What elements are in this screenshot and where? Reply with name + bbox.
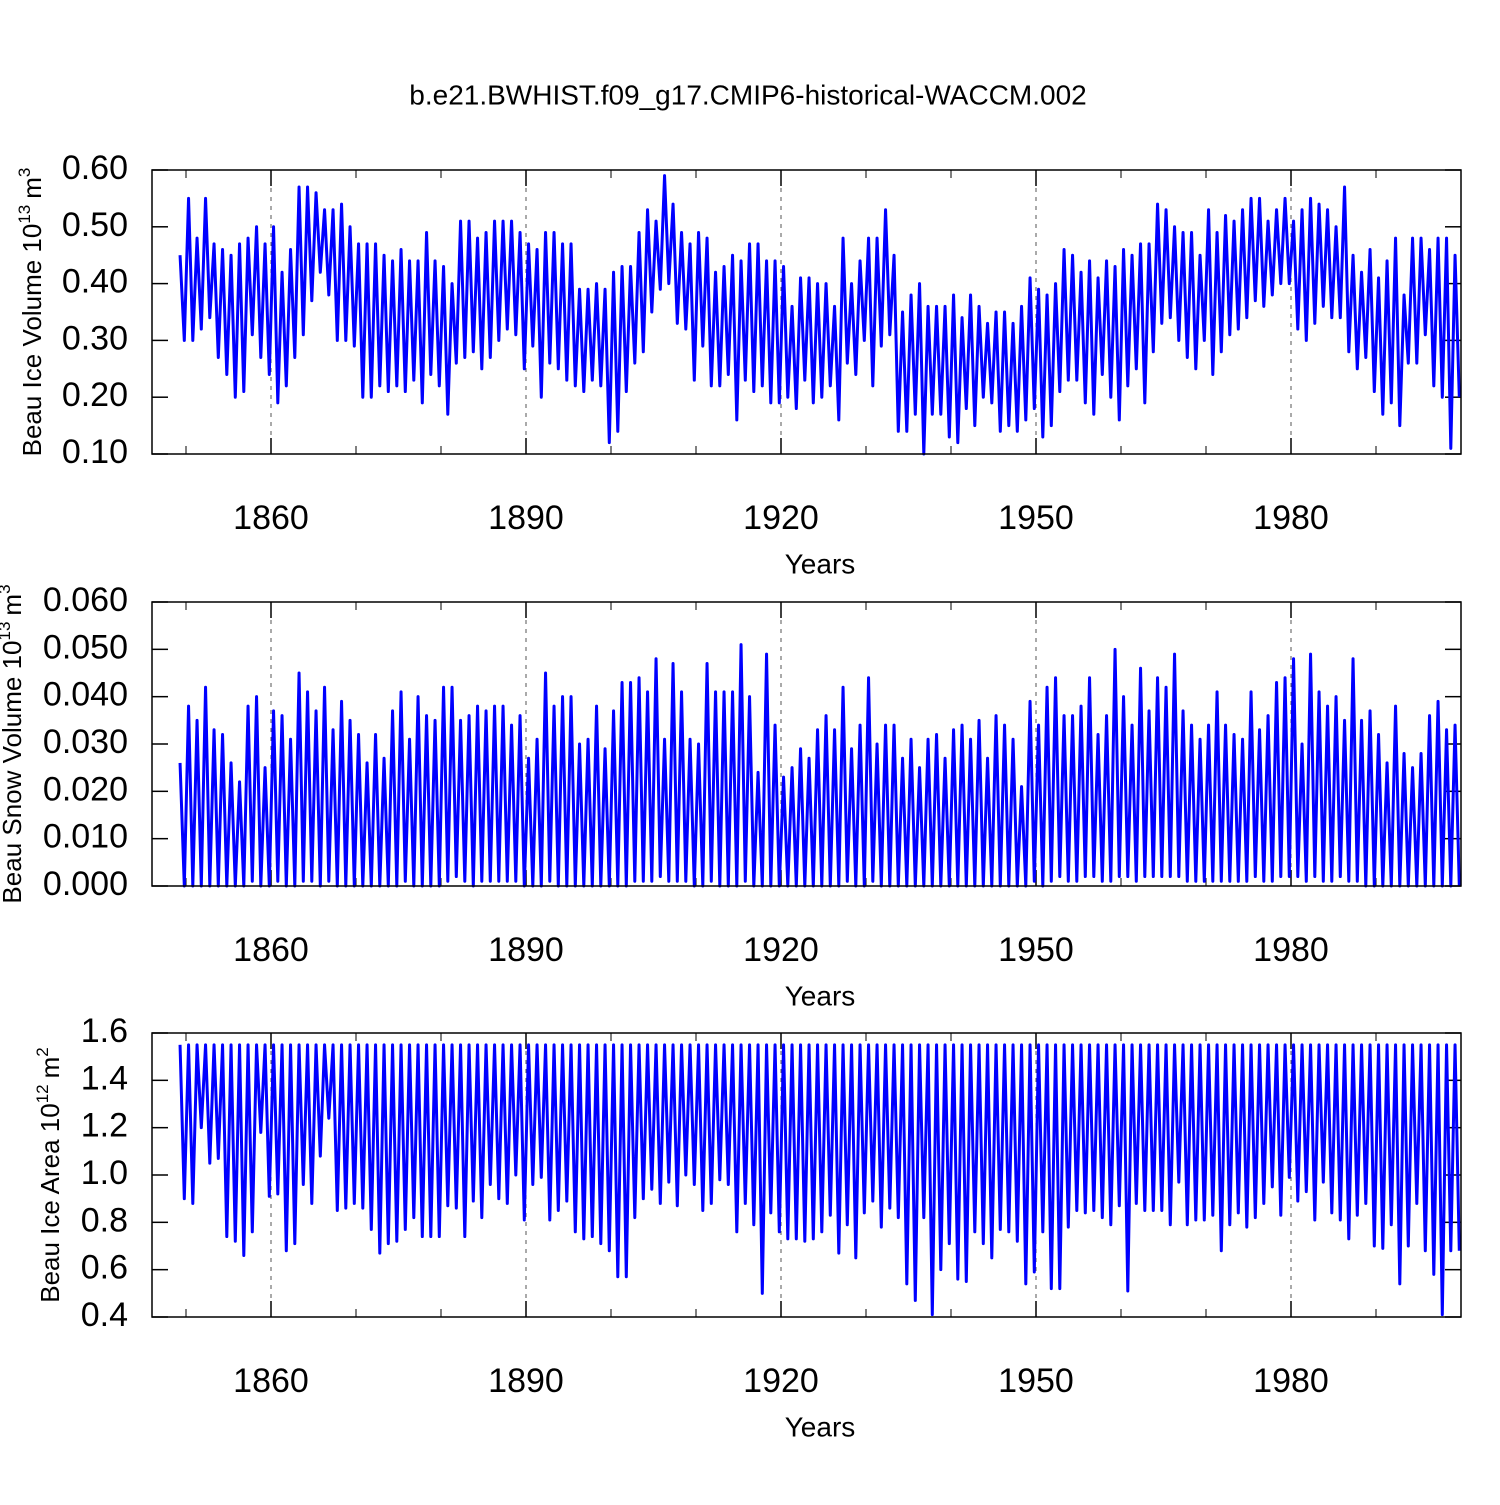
y-tick-label: 0.60 bbox=[62, 149, 128, 187]
data-line bbox=[178, 1043, 1461, 1317]
x-tick-label: 1860 bbox=[233, 931, 309, 969]
y-tick-label: 1.0 bbox=[81, 1154, 128, 1192]
y-tick-label: 0.040 bbox=[43, 676, 128, 714]
plot-frame bbox=[151, 169, 1462, 455]
y-tick-label: 0.10 bbox=[62, 433, 128, 471]
y-tick-label: 0.010 bbox=[43, 818, 128, 856]
y-label-text: Beau Ice Area 10 bbox=[35, 1103, 65, 1302]
y-label-text: Beau Snow Volume 10 bbox=[0, 640, 27, 903]
y-axis-label: Beau Ice Volume 1013 m3 bbox=[15, 168, 47, 457]
x-tick-label: 1980 bbox=[1253, 931, 1329, 969]
y-label-text: m bbox=[35, 1057, 65, 1079]
x-axis-label: Years bbox=[785, 1411, 856, 1442]
y-tick-label: 0.060 bbox=[43, 581, 128, 619]
y-label-exponent: 13 bbox=[15, 205, 34, 224]
x-tick-label: 1890 bbox=[488, 499, 564, 537]
x-axis-label: Years bbox=[785, 980, 856, 1011]
y-label-exponent: 12 bbox=[33, 1084, 52, 1103]
y-axis-label: Beau Ice Area 1012 m2 bbox=[33, 1047, 65, 1303]
y-tick-label: 0.4 bbox=[81, 1296, 128, 1334]
y-tick-label: 1.4 bbox=[81, 1059, 128, 1097]
y-tick-label: 0.40 bbox=[62, 263, 128, 301]
y-label-exponent: 2 bbox=[33, 1047, 52, 1056]
y-tick-label: 0.050 bbox=[43, 628, 128, 666]
x-tick-label: 1980 bbox=[1253, 1362, 1329, 1400]
x-tick-label: 1950 bbox=[998, 499, 1074, 537]
x-tick-label: 1920 bbox=[743, 1362, 819, 1400]
x-tick-label: 1890 bbox=[488, 1362, 564, 1400]
data-line bbox=[178, 174, 1461, 456]
x-tick-label: 1920 bbox=[743, 499, 819, 537]
y-label-text: m bbox=[17, 177, 47, 199]
x-tick-label: 1920 bbox=[743, 931, 819, 969]
x-tick-label: 1860 bbox=[233, 1362, 309, 1400]
y-label-exponent: 13 bbox=[0, 622, 14, 641]
x-tick-label: 1890 bbox=[488, 931, 564, 969]
y-tick-label: 1.2 bbox=[81, 1107, 128, 1145]
y-label-exponent: 3 bbox=[15, 168, 34, 177]
plot-frame bbox=[151, 601, 1462, 887]
y-tick-label: 0.30 bbox=[62, 319, 128, 357]
plot-frame bbox=[151, 1032, 1462, 1318]
y-label-text: Beau Ice Volume 10 bbox=[17, 224, 47, 457]
x-tick-label: 1860 bbox=[233, 499, 309, 537]
x-tick-label: 1950 bbox=[998, 1362, 1074, 1400]
y-label-exponent: 3 bbox=[0, 584, 14, 593]
y-label-text: m bbox=[0, 594, 27, 616]
y-axis-label: Beau Snow Volume 1013 m3 bbox=[0, 584, 27, 903]
x-tick-label: 1950 bbox=[998, 931, 1074, 969]
y-tick-label: 0.50 bbox=[62, 206, 128, 244]
y-tick-label: 0.6 bbox=[81, 1249, 128, 1287]
y-tick-label: 0.8 bbox=[81, 1201, 128, 1239]
chart-title: b.e21.BWHIST.f09_g17.CMIP6-historical-WA… bbox=[409, 79, 1086, 110]
y-tick-label: 1.6 bbox=[81, 1012, 128, 1050]
y-tick-label: 0.20 bbox=[62, 376, 128, 414]
y-tick-label: 0.000 bbox=[43, 865, 128, 903]
x-tick-label: 1980 bbox=[1253, 499, 1329, 537]
y-tick-label: 0.020 bbox=[43, 770, 128, 808]
x-axis-label: Years bbox=[785, 548, 856, 579]
y-tick-label: 0.030 bbox=[43, 723, 128, 761]
data-line bbox=[178, 643, 1461, 888]
